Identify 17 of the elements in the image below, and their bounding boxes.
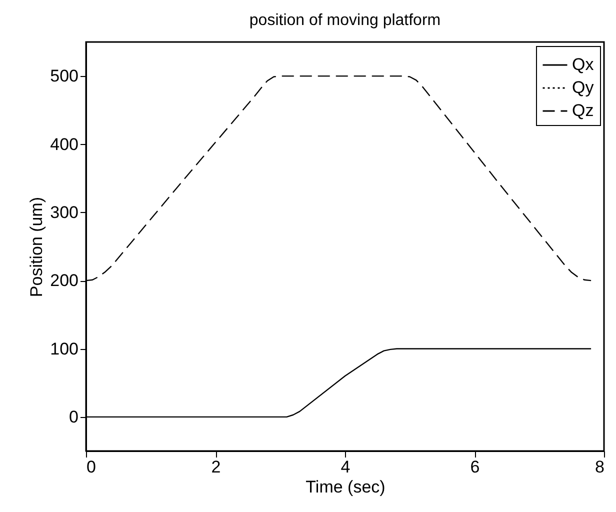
- x-tick-label: 6: [470, 458, 480, 476]
- x-axis-title: Time (sec): [306, 478, 386, 496]
- legend-label: Qy: [572, 78, 594, 97]
- x-tick-label: 4: [340, 458, 350, 476]
- y-tick-label: 500: [50, 66, 78, 86]
- chart-title: position of moving platform: [249, 12, 441, 29]
- y-tick-label: 200: [50, 271, 78, 290]
- legend-label: Qx: [572, 55, 594, 74]
- legend-label: Qz: [572, 101, 594, 120]
- y-tick-label: 400: [50, 134, 78, 154]
- y-tick-label: 300: [50, 202, 78, 222]
- y-tick-label: 0: [69, 407, 78, 426]
- x-tick-label: 8: [595, 458, 604, 476]
- x-tick-label: 2: [211, 458, 221, 476]
- y-axis-title: Position (um): [27, 196, 46, 298]
- y-tick-label: 100: [50, 339, 78, 358]
- x-tick-label: 0: [86, 458, 96, 476]
